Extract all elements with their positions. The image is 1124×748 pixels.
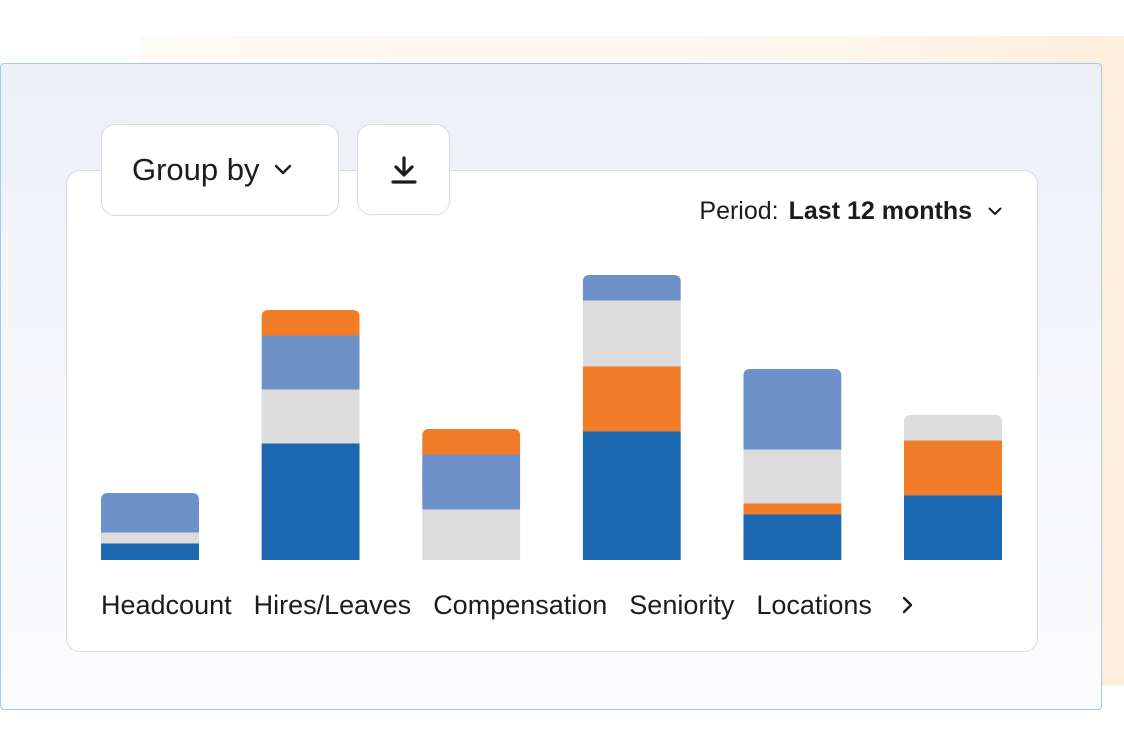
tab-headcount[interactable]: Headcount <box>101 589 232 620</box>
group-by-label: Group by <box>132 152 260 187</box>
download-icon <box>390 155 417 184</box>
download-button[interactable] <box>357 124 450 215</box>
tab-locations[interactable]: Locations <box>756 589 872 620</box>
tab-seniority[interactable]: Seniority <box>629 589 735 620</box>
chevron-down-icon <box>274 164 291 175</box>
chevron-down-icon <box>988 207 1002 215</box>
tab-compensation[interactable]: Compensation <box>433 589 608 620</box>
period-selector[interactable]: Period: Last 12 months <box>699 197 1002 226</box>
tab-hires-leaves[interactable]: Hires/Leaves <box>253 589 412 620</box>
group-by-dropdown[interactable]: Group by <box>101 124 339 216</box>
period-label: Period: <box>699 197 779 225</box>
chart-card <box>66 170 1038 652</box>
chevron-right-icon[interactable] <box>900 596 914 614</box>
category-tabs: Headcount Hires/Leaves Compensation Seni… <box>101 585 914 625</box>
period-value: Last 12 months <box>788 197 972 225</box>
